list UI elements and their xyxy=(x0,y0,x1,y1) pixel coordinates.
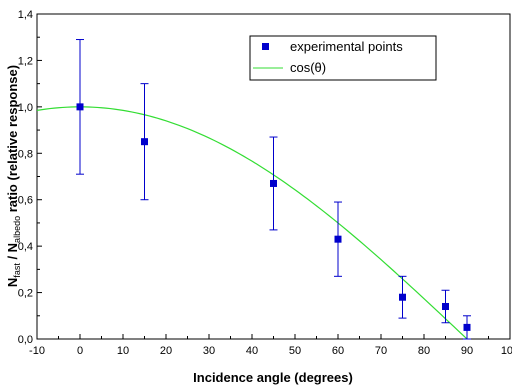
y-tick-label: 0,8 xyxy=(18,148,33,160)
y-tick-label: 1,2 xyxy=(18,55,33,67)
y-tick-label: 1,0 xyxy=(18,102,33,114)
y-tick-label: 0,0 xyxy=(18,334,33,346)
y-axis-title-sub-fast: fast xyxy=(12,263,22,278)
x-tick-label: 0 xyxy=(77,345,83,357)
x-tick-label: 10 xyxy=(117,345,129,357)
legend: experimental points cos(θ) xyxy=(249,35,437,81)
cos-curve xyxy=(36,106,468,340)
data-point xyxy=(334,235,342,243)
x-tick-label: 20 xyxy=(160,345,172,357)
curve-layer xyxy=(36,106,468,340)
x-tick-label: -10 xyxy=(29,345,45,357)
data-point xyxy=(399,293,406,301)
legend-marker-points xyxy=(262,43,269,50)
x-tick-label: 30 xyxy=(203,345,215,357)
x-tick-label: 80 xyxy=(418,345,430,357)
x-tick-label: 40 xyxy=(246,345,258,357)
y-axis-title-sep: / N xyxy=(5,243,20,263)
y-axis-title-rest: ratio (relative response) xyxy=(5,65,20,216)
legend-box xyxy=(249,35,437,81)
y-tick-label: 0,2 xyxy=(18,288,33,300)
data-point xyxy=(76,103,84,111)
y-tick-label: 1,4 xyxy=(18,9,33,21)
x-axis-title: Incidence angle (degrees) xyxy=(193,370,353,385)
x-tick-label: 100 xyxy=(501,345,512,357)
x-tick-label: 90 xyxy=(461,345,473,357)
legend-label-curve: cos(θ) xyxy=(290,60,326,75)
y-axis-title: Nfast / Nalbedo ratio (relative response… xyxy=(5,65,22,287)
x-tick-label: 60 xyxy=(332,345,344,357)
legend-label-points: experimental points xyxy=(290,39,403,54)
x-tick-label: 70 xyxy=(375,345,387,357)
y-tick-label: 0,6 xyxy=(18,195,33,207)
data-point xyxy=(463,323,471,331)
y-tick-label: 0,4 xyxy=(18,241,33,253)
data-point xyxy=(270,179,277,187)
data-point xyxy=(141,138,148,146)
ticks-group: -10 0 10 20 30 40 50 60 70 80 90 100 0,0 0,2 0,4 0,6 0,8… xyxy=(18,9,512,357)
x-tick-label: 50 xyxy=(289,345,301,357)
data-point xyxy=(442,303,449,310)
y-axis-title-sub-albedo: albedo xyxy=(12,216,22,243)
y-axis-title-n: N xyxy=(5,278,20,287)
points-layer xyxy=(76,39,471,340)
